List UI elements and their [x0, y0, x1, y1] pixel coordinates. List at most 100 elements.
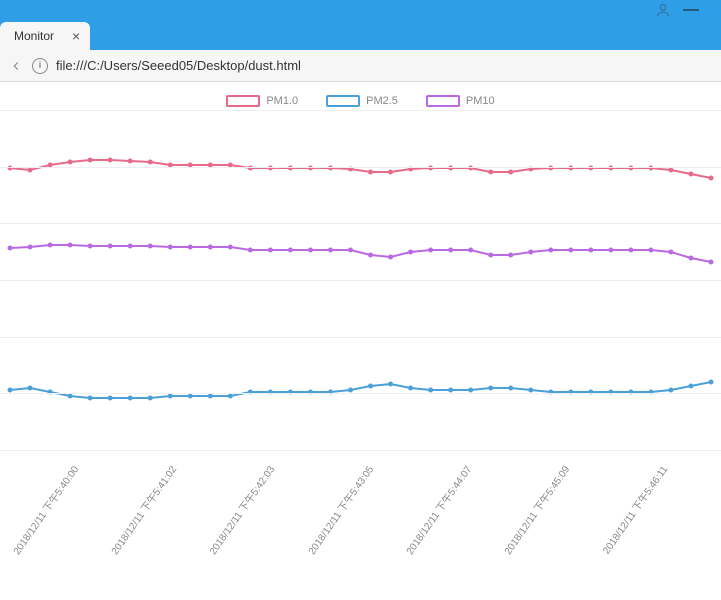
gridline [0, 110, 721, 111]
series-marker [688, 172, 693, 177]
gridline [0, 167, 721, 168]
series-marker [388, 255, 393, 260]
gridline [0, 393, 721, 394]
close-tab-icon[interactable]: × [72, 28, 80, 44]
x-axis-tick-label: 2018/12/11 下午5:41:02 [107, 462, 180, 557]
series-marker [709, 380, 714, 385]
series-marker [448, 248, 453, 253]
series-marker [8, 388, 13, 393]
series-marker [88, 158, 93, 163]
legend-item[interactable]: PM2.5 [326, 92, 398, 110]
series-marker [488, 386, 493, 391]
series-marker [528, 388, 533, 393]
series-marker [228, 245, 233, 250]
x-axis-tick-label: 2018/12/11 下午5:46:11 [598, 462, 670, 556]
series-marker [188, 245, 193, 250]
tab-title: Monitor [14, 29, 54, 43]
minimize-button[interactable]: — [673, 0, 709, 20]
series-line [10, 245, 711, 262]
chart-plot [0, 110, 721, 450]
series-marker [28, 245, 33, 250]
series-marker [128, 244, 133, 249]
back-icon[interactable] [8, 58, 24, 74]
series-marker [648, 248, 653, 253]
series-marker [48, 243, 53, 248]
series-marker [468, 388, 473, 393]
address-bar: i file:///C:/Users/Seeed05/Desktop/dust.… [0, 50, 721, 82]
series-marker [668, 250, 673, 255]
series-marker [608, 248, 613, 253]
series-marker [148, 396, 153, 401]
series-marker [508, 170, 513, 175]
series-marker [568, 248, 573, 253]
series-marker [688, 384, 693, 389]
minimize-icon: — [683, 1, 699, 19]
series-marker [68, 160, 73, 165]
chart-area: PM1.0 PM2.5 PM10 2018/12/11 下午5:40:002018/… [0, 82, 721, 600]
series-marker [108, 396, 113, 401]
gridline [0, 223, 721, 224]
series-marker [709, 260, 714, 265]
series-marker [428, 388, 433, 393]
series-marker [308, 248, 313, 253]
series-marker [128, 159, 133, 164]
series-marker [508, 386, 513, 391]
series-marker [268, 248, 273, 253]
legend-swatch [326, 95, 360, 107]
legend-item[interactable]: PM10 [426, 92, 495, 110]
legend-label: PM10 [466, 95, 495, 107]
series-marker [248, 248, 253, 253]
gridline [0, 337, 721, 338]
legend-label: PM1.0 [266, 95, 298, 107]
series-marker [168, 245, 173, 250]
series-marker [388, 382, 393, 387]
series-marker [488, 253, 493, 258]
series-marker [468, 248, 473, 253]
x-axis-labels: 2018/12/11 下午5:40:002018/12/11 下午5:41:02… [0, 450, 721, 590]
series-marker [108, 158, 113, 163]
series-marker [488, 170, 493, 175]
series-marker [88, 244, 93, 249]
series-marker [388, 170, 393, 175]
series-marker [368, 170, 373, 175]
series-marker [688, 256, 693, 261]
gridline [0, 280, 721, 281]
series-marker [668, 168, 673, 173]
series-marker [448, 388, 453, 393]
legend-swatch [226, 95, 260, 107]
x-axis-tick-label: 2018/12/11 下午5:44:07 [401, 462, 474, 557]
series-marker [8, 246, 13, 251]
x-axis-tick-label: 2018/12/11 下午5:45:09 [499, 462, 572, 557]
series-marker [408, 386, 413, 391]
series-line [10, 160, 711, 178]
chart-legend: PM1.0 PM2.5 PM10 [0, 82, 721, 110]
x-axis-tick-label: 2018/12/11 下午5:42:03 [205, 462, 278, 557]
window-titlebar: — [0, 0, 721, 20]
series-marker [368, 384, 373, 389]
series-marker [709, 176, 714, 181]
site-info-icon[interactable]: i [32, 58, 48, 74]
series-marker [348, 248, 353, 253]
series-marker [28, 168, 33, 173]
url-text[interactable]: file:///C:/Users/Seeed05/Desktop/dust.ht… [56, 58, 713, 73]
legend-item[interactable]: PM1.0 [226, 92, 298, 110]
browser-tab[interactable]: Monitor × [0, 22, 90, 50]
series-marker [148, 160, 153, 165]
series-marker [68, 243, 73, 248]
series-marker [588, 248, 593, 253]
user-account-icon[interactable] [653, 0, 673, 20]
legend-label: PM2.5 [366, 95, 398, 107]
series-marker [348, 388, 353, 393]
legend-swatch [426, 95, 460, 107]
series-marker [108, 244, 113, 249]
series-marker [528, 250, 533, 255]
series-marker [28, 386, 33, 391]
series-marker [128, 396, 133, 401]
x-axis-tick-label: 2018/12/11 下午5:43:05 [303, 462, 376, 557]
series-marker [628, 248, 633, 253]
series-line [10, 382, 711, 398]
series-marker [328, 248, 333, 253]
series-marker [148, 244, 153, 249]
series-marker [408, 250, 413, 255]
series-marker [548, 248, 553, 253]
